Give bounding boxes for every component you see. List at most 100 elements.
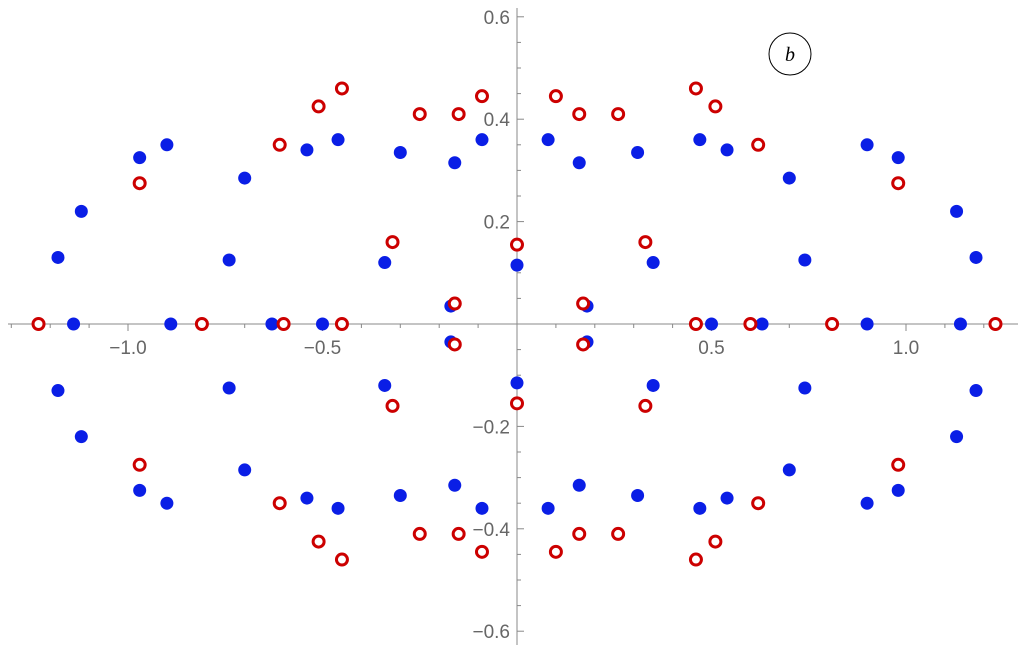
filled-point — [238, 171, 252, 185]
filled-point — [693, 501, 707, 515]
panel-label-text: b — [785, 44, 795, 66]
open-point — [688, 81, 703, 96]
open-point — [688, 317, 703, 331]
open-point — [272, 137, 287, 152]
open-point — [412, 107, 427, 122]
filled-point — [860, 138, 874, 152]
open-point — [451, 526, 466, 541]
open-point — [510, 396, 524, 411]
filled-point — [782, 463, 796, 477]
filled-point — [891, 483, 905, 497]
filled-point — [541, 133, 555, 147]
open-point — [510, 237, 524, 252]
filled-point — [950, 430, 964, 444]
open-point — [743, 317, 758, 331]
filled-point — [393, 145, 407, 159]
open-point — [474, 89, 489, 104]
y-tick-label: −0.4 — [472, 520, 510, 541]
x-tick-label: −0.5 — [304, 338, 342, 359]
filled-point — [646, 378, 660, 392]
data-points — [31, 81, 1003, 567]
filled-point — [755, 317, 769, 331]
filled-point — [67, 317, 81, 331]
open-point — [688, 552, 703, 567]
filled-point — [646, 256, 660, 270]
open-point — [474, 544, 489, 559]
open-point — [576, 337, 591, 352]
open-point — [708, 99, 723, 114]
x-tick-label: 1.0 — [893, 338, 919, 359]
open-point — [194, 317, 209, 331]
filled-point — [953, 317, 967, 331]
open-point — [988, 317, 1003, 331]
open-point — [412, 526, 427, 541]
filled-point — [475, 133, 489, 147]
panel-label-circle — [768, 32, 812, 76]
filled-point — [860, 496, 874, 510]
filled-point — [705, 317, 718, 331]
filled-point — [798, 253, 812, 267]
x-tick-label: 0.5 — [698, 338, 724, 359]
open-point — [311, 99, 326, 114]
filled-point — [160, 496, 174, 510]
open-point — [548, 89, 563, 104]
filled-point — [331, 133, 345, 147]
y-tick-label: 0.6 — [484, 8, 510, 29]
open-point — [638, 398, 653, 413]
open-point — [334, 81, 349, 96]
open-point — [825, 317, 840, 331]
filled-point — [133, 483, 147, 497]
filled-point — [969, 384, 983, 398]
open-point — [891, 457, 906, 472]
open-point — [572, 107, 587, 122]
open-point — [132, 457, 147, 472]
x-tick-label: −1.0 — [109, 338, 147, 359]
open-point — [611, 107, 626, 122]
filled-point — [448, 478, 462, 492]
open-point — [751, 137, 766, 152]
open-point — [31, 317, 46, 331]
axis-tick-labels: −1.0 −0.5 0.5 1.0 −0.6 −0.4 −0.2 0.2 0.4 0.6 — [109, 8, 919, 643]
filled-point — [222, 381, 236, 395]
filled-point — [331, 501, 345, 515]
filled-point — [378, 256, 392, 270]
open-point — [276, 317, 291, 331]
filled-point — [572, 478, 586, 492]
open-point — [891, 176, 906, 191]
filled-point — [720, 491, 734, 505]
filled-point — [631, 145, 645, 159]
filled-point — [510, 258, 524, 272]
filled-point — [693, 133, 707, 147]
open-point — [638, 235, 653, 250]
y-tick-label: 0.4 — [484, 110, 511, 131]
filled-point — [74, 204, 88, 218]
panel-label: b — [768, 32, 812, 76]
y-tick-label: 0.2 — [484, 213, 510, 234]
filled-point — [782, 171, 796, 185]
y-tick-label: −0.6 — [472, 622, 510, 643]
open-point — [572, 526, 587, 541]
open-point — [385, 398, 400, 413]
filled-point — [891, 151, 905, 165]
filled-point — [51, 384, 65, 398]
filled-point — [448, 156, 462, 170]
open-point — [751, 496, 766, 511]
filled-point — [798, 381, 812, 395]
filled-point — [572, 156, 586, 170]
filled-point — [300, 491, 314, 505]
filled-point — [133, 151, 147, 165]
filled-point — [378, 378, 392, 392]
open-point — [334, 552, 349, 567]
filled-point — [393, 489, 407, 503]
filled-point — [631, 489, 645, 503]
filled-point — [969, 250, 983, 264]
open-point — [447, 296, 462, 311]
open-point — [311, 534, 326, 549]
filled-point — [950, 204, 964, 218]
open-point — [334, 317, 349, 331]
open-point — [576, 296, 591, 311]
filled-point — [300, 143, 314, 157]
filled-point — [265, 317, 279, 331]
open-point — [708, 534, 723, 549]
